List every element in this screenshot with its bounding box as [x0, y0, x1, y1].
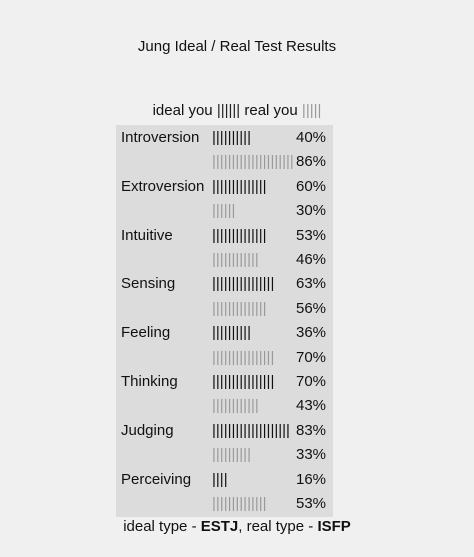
category-label: Sensing: [121, 275, 176, 293]
real-percent-label: 30%: [296, 202, 327, 220]
results-table: [116, 125, 333, 517]
real-bar: ||||||||||||: [212, 397, 259, 415]
ideal-percent-label: 60%: [296, 177, 327, 195]
legend-ideal-label: ideal you: [152, 102, 213, 119]
ideal-percent-label: 16%: [296, 470, 327, 488]
real-percent-label: 33%: [296, 446, 327, 464]
ideal-percent-label: 83%: [296, 421, 327, 439]
ideal-percent-label: 70%: [296, 373, 327, 390]
category-label: Perceiving: [121, 470, 192, 488]
real-percent-label: 53%: [296, 495, 327, 512]
chart-title: Jung Ideal / Real Test Results: [137, 38, 337, 55]
ideal-bar: ||||||||||: [212, 324, 251, 342]
ideal-bar: ||||||||||||||||: [212, 275, 275, 293]
ideal-percent-label: 63%: [296, 275, 327, 293]
category-label: Thinking: [121, 373, 178, 390]
legend-real-bars: |||||: [301, 102, 322, 119]
real-type: ISFP: [317, 518, 351, 535]
real-percent-label: 43%: [296, 397, 327, 415]
category-label: Judging: [121, 421, 174, 439]
real-bar: ||||||||||||||: [212, 299, 267, 317]
real-bar: ||||||||||||||||: [212, 348, 275, 366]
ideal-bar: ||||||||||||||||: [212, 373, 275, 390]
category-label: Introversion: [121, 129, 200, 146]
ideal-bar: ||||: [212, 470, 228, 488]
real-type-prefix: , real type -: [238, 518, 318, 535]
real-percent-label: 46%: [296, 251, 327, 268]
ideal-bar: ||||||||||||||||||||: [212, 421, 290, 439]
legend: ideal you |||||| real you |||||: [0, 102, 474, 119]
category-label: Extroversion: [121, 177, 205, 195]
ideal-percent-label: 53%: [296, 226, 327, 244]
ideal-type: ESTJ: [200, 518, 239, 535]
real-bar: |||||||||||||||||||||: [212, 153, 294, 171]
real-bar: ||||||||||||: [212, 251, 259, 268]
real-percent-label: 56%: [296, 299, 327, 317]
ideal-bar: ||||||||||||||: [212, 226, 267, 244]
real-percent-label: 86%: [296, 153, 327, 171]
ideal-bar: ||||||||||: [212, 129, 251, 146]
category-label: Intuitive: [121, 226, 173, 244]
real-bar: ||||||||||||||: [212, 495, 267, 512]
legend-ideal-bars: ||||||: [216, 102, 241, 119]
real-percent-label: 70%: [296, 348, 327, 366]
real-bar: ||||||||||: [212, 446, 251, 464]
ideal-percent-label: 36%: [296, 324, 327, 342]
ideal-type-prefix: ideal type -: [123, 518, 201, 535]
legend-real-label: real you: [244, 102, 298, 119]
category-label: Feeling: [121, 324, 171, 342]
ideal-bar: ||||||||||||||: [212, 177, 267, 195]
type-summary: ideal type - ESTJ, real type - ISFP: [0, 518, 474, 535]
real-bar: ||||||: [212, 202, 236, 220]
ideal-percent-label: 40%: [296, 129, 327, 146]
